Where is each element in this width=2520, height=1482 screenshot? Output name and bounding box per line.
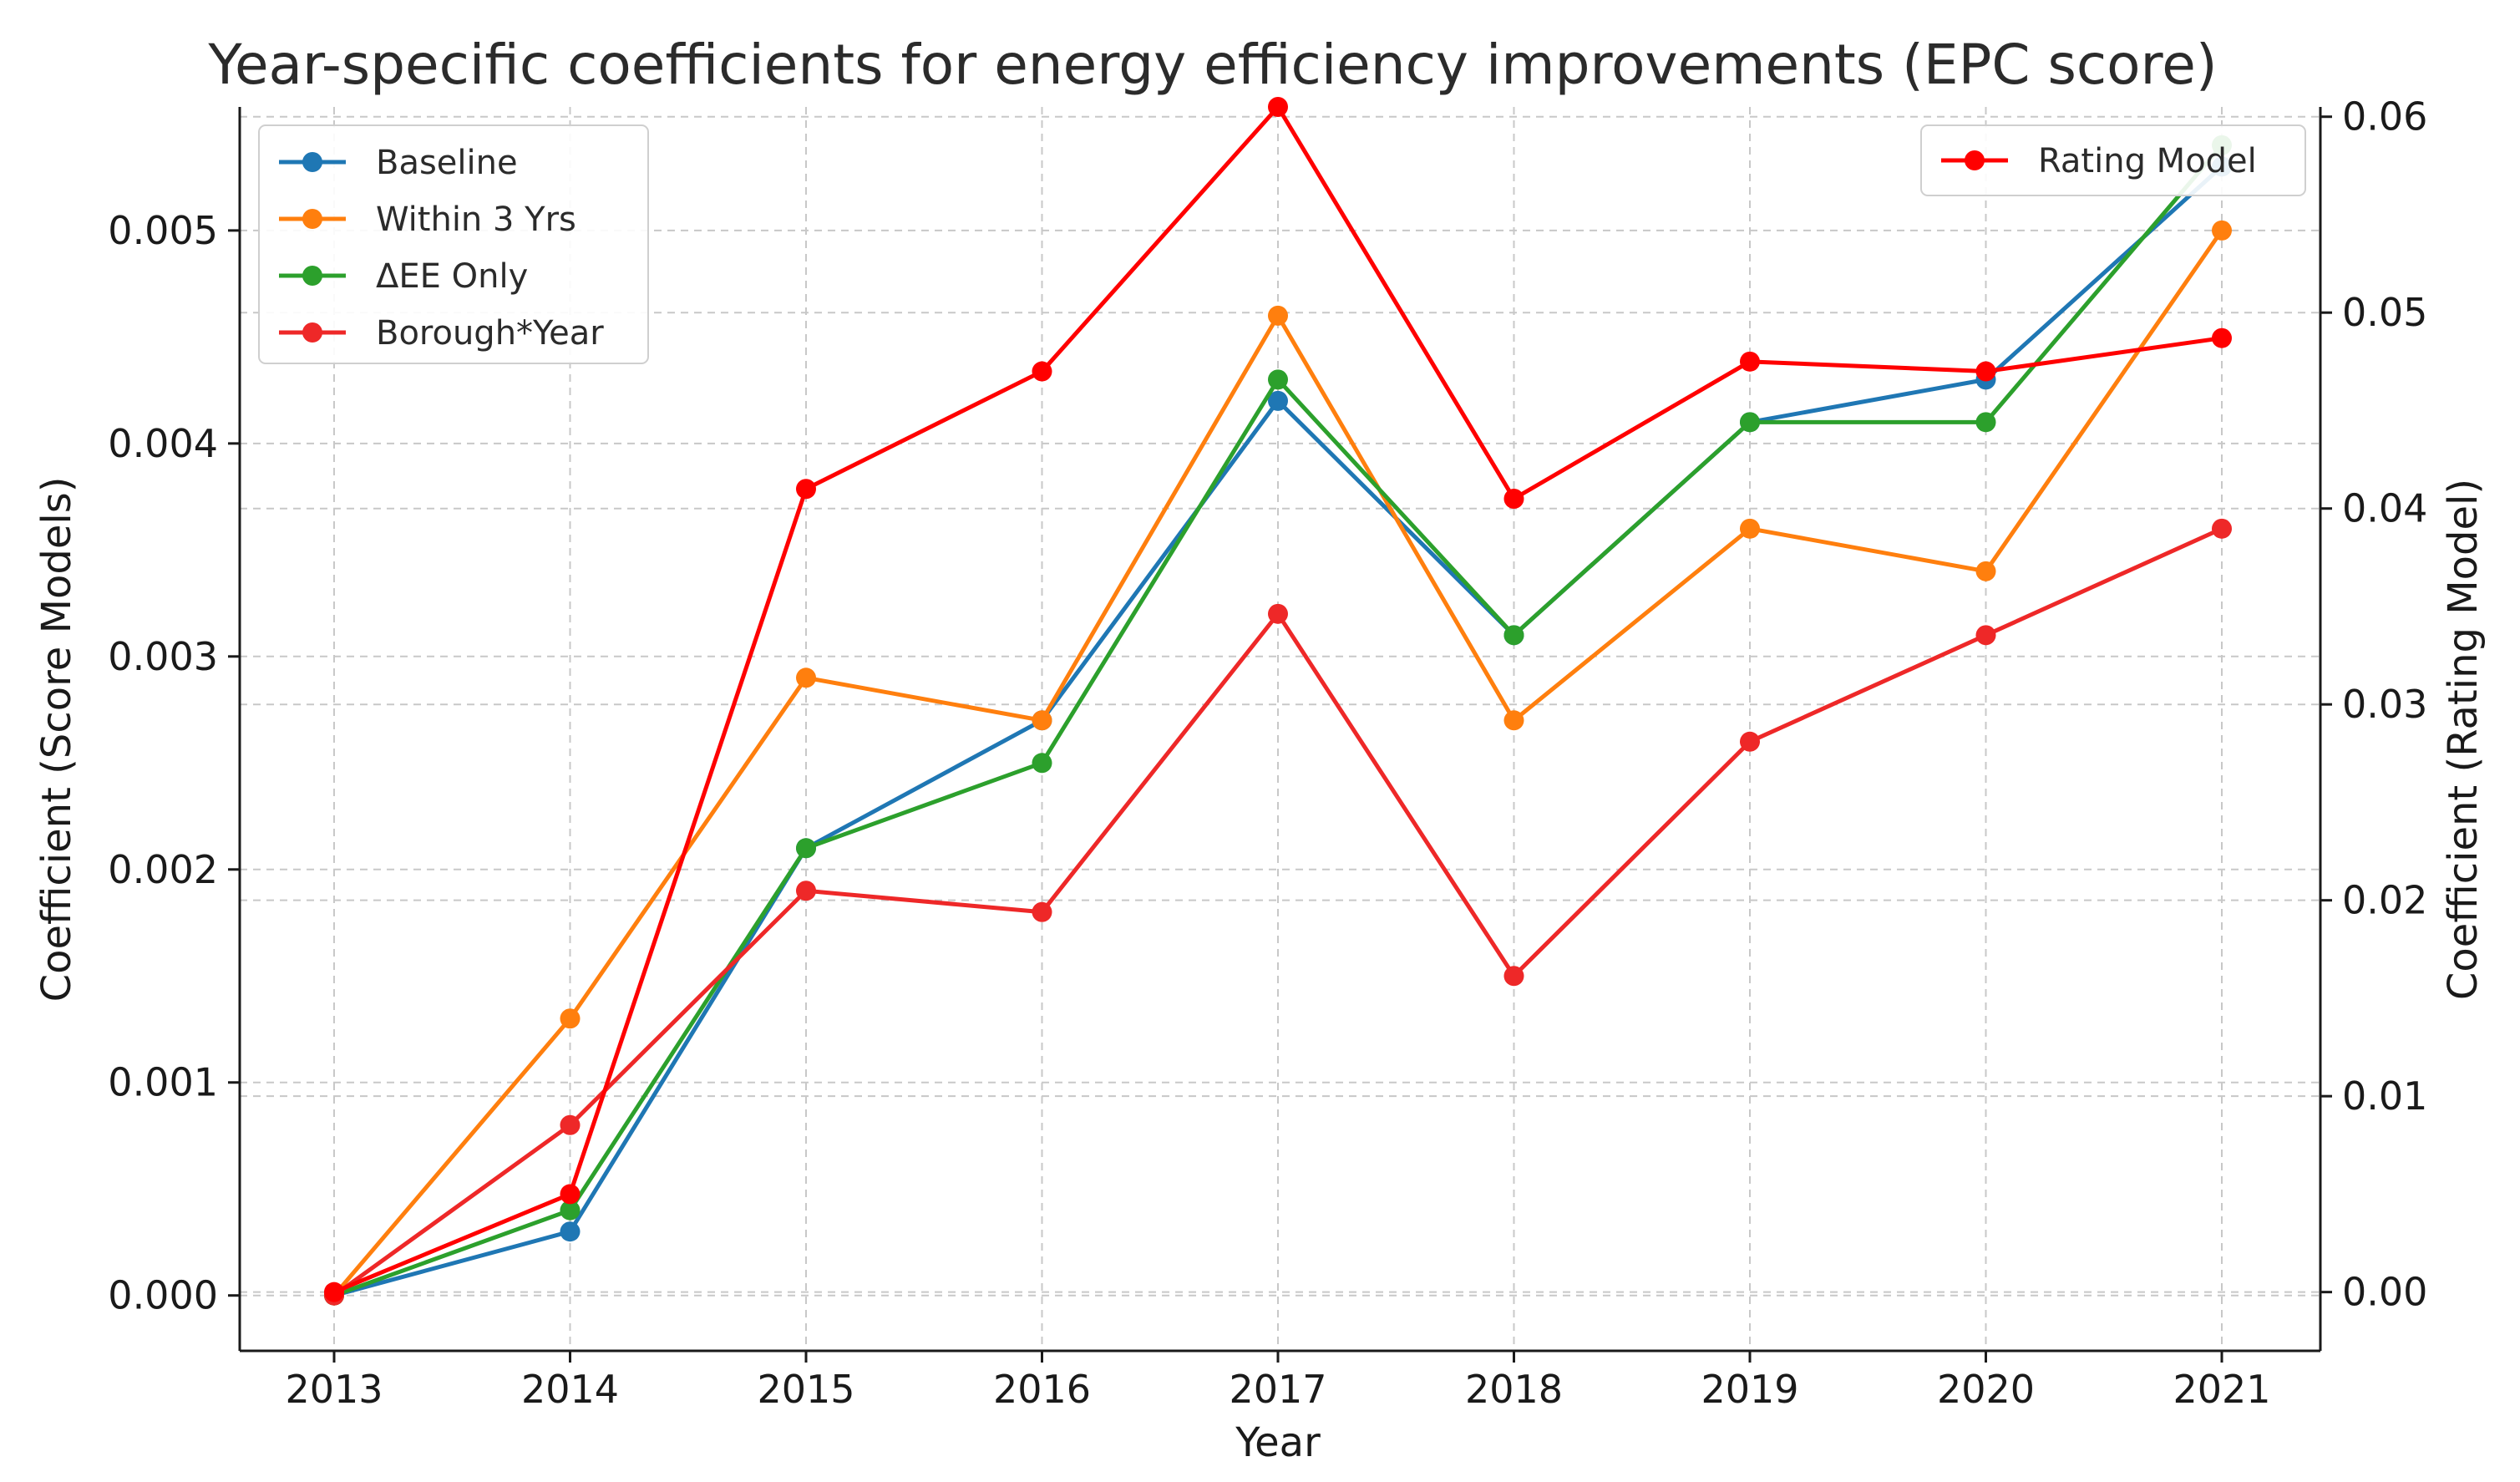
data-point-borough-year: [560, 1114, 581, 1135]
legend-item-ee-only: ΔEE Only: [279, 257, 528, 296]
plot-series: [324, 97, 2232, 1306]
data-point-rating-model: [1975, 361, 1996, 382]
x-axis-label: Year: [1235, 1419, 1321, 1466]
legend-label: Borough*Year: [376, 314, 604, 353]
legend-label: Within 3 Yrs: [376, 200, 576, 239]
data-point-borough-year: [1503, 966, 1524, 987]
legend-swatch-marker: [302, 152, 322, 172]
data-point-rating-model: [1740, 351, 1760, 372]
axes: 0.000 0.001 0.002 0.003 0.004 0.005 0.00 0.01 0.…: [108, 94, 2427, 1412]
data-point-borough-year: [1268, 603, 1288, 624]
data-point-within-3-yrs: [1032, 710, 1052, 731]
data-point-borough-year: [2212, 518, 2232, 539]
legend-right: Rating Model: [1920, 124, 2306, 196]
data-point-ee-only: [1503, 625, 1524, 646]
chart-title: Year-specific coefficients for energy ef…: [207, 33, 2217, 97]
legends: Baseline Within 3 Yrs ΔEE Only Borough*Year…: [258, 124, 2306, 364]
y-tick-label-right: 0.03: [2342, 682, 2427, 727]
x-tick-label: 2013: [285, 1367, 383, 1412]
data-point-borough-year: [1032, 901, 1052, 922]
series-rating-model: [324, 97, 2232, 1302]
y-tick-label-right: 0.04: [2342, 486, 2427, 531]
x-tick-label: 2018: [1465, 1367, 1563, 1412]
y-axis-label-left: Coefficient (Score Models): [33, 477, 80, 1002]
data-point-within-3-yrs: [796, 667, 816, 688]
y-axis-label-right: Coefficient (Rating Model): [2440, 479, 2487, 1000]
data-point-borough-year: [796, 881, 816, 901]
x-tick-label: 2016: [993, 1367, 1091, 1412]
data-point-ee-only: [1740, 412, 1760, 433]
data-point-within-3-yrs: [1740, 518, 1760, 539]
data-point-within-3-yrs: [1268, 305, 1288, 326]
legend-label: Rating Model: [2038, 142, 2257, 180]
data-point-rating-model: [324, 1282, 344, 1302]
legend-swatch-marker: [302, 209, 322, 229]
y-tick-label-right: 0.06: [2342, 94, 2427, 140]
data-point-ee-only: [1032, 753, 1052, 774]
data-point-borough-year: [1975, 625, 1996, 646]
data-point-ee-only: [1975, 412, 1996, 433]
legend-swatch-marker: [1965, 150, 1985, 170]
data-point-within-3-yrs: [2212, 220, 2232, 241]
y-tick-label-left: 0.005: [108, 208, 218, 253]
data-point-baseline: [560, 1221, 581, 1242]
legend-label: ΔEE Only: [376, 257, 528, 296]
data-point-ee-only: [560, 1200, 581, 1221]
y-tick-label-right: 0.02: [2342, 878, 2427, 923]
legend-left: Baseline Within 3 Yrs ΔEE Only Borough*Year: [258, 124, 649, 364]
data-point-rating-model: [1032, 361, 1052, 382]
y-tick-label-right: 0.05: [2342, 290, 2427, 335]
y-tick-label-right: 0.01: [2342, 1073, 2427, 1119]
legend-item-baseline: Baseline: [279, 144, 518, 182]
data-point-within-3-yrs: [1975, 561, 1996, 581]
x-tick-label: 2017: [1229, 1367, 1326, 1412]
legend-swatch-marker: [302, 322, 322, 343]
series-within-3-yrs: [324, 220, 2232, 1306]
x-tick-label: 2021: [2173, 1367, 2270, 1412]
data-point-baseline: [1268, 390, 1288, 411]
x-tick-label: 2014: [521, 1367, 619, 1412]
data-point-ee-only: [796, 838, 816, 859]
x-tick-label: 2015: [757, 1367, 854, 1412]
data-point-rating-model: [1268, 97, 1288, 117]
data-point-ee-only: [1268, 369, 1288, 390]
series-borough-year: [324, 518, 2232, 1306]
legend-label: Baseline: [376, 144, 518, 182]
x-tick-label: 2019: [1701, 1367, 1798, 1412]
y-tick-label-right: 0.00: [2342, 1270, 2427, 1315]
legend-item-rating-model: Rating Model: [1941, 142, 2257, 180]
y-tick-label-left: 0.004: [108, 421, 218, 466]
y-tick-label-left: 0.001: [108, 1060, 218, 1105]
x-tick-label: 2020: [1937, 1367, 2035, 1412]
legend-right-frame: [1920, 124, 2306, 196]
data-point-borough-year: [1740, 731, 1760, 752]
legend-item-within-3-yrs: Within 3 Yrs: [279, 200, 576, 239]
y-tick-label-left: 0.002: [108, 847, 218, 892]
data-point-within-3-yrs: [1503, 710, 1524, 731]
data-point-within-3-yrs: [560, 1008, 581, 1029]
data-point-rating-model: [2212, 327, 2232, 348]
y-tick-label-left: 0.003: [108, 634, 218, 679]
legend-item-borough-year: Borough*Year: [279, 314, 604, 353]
legend-swatch-marker: [302, 266, 322, 286]
data-point-rating-model: [796, 479, 816, 500]
data-point-rating-model: [560, 1184, 581, 1205]
data-point-rating-model: [1503, 488, 1524, 509]
legend-left-frame: [258, 124, 649, 364]
y-tick-label-left: 0.000: [108, 1273, 218, 1318]
